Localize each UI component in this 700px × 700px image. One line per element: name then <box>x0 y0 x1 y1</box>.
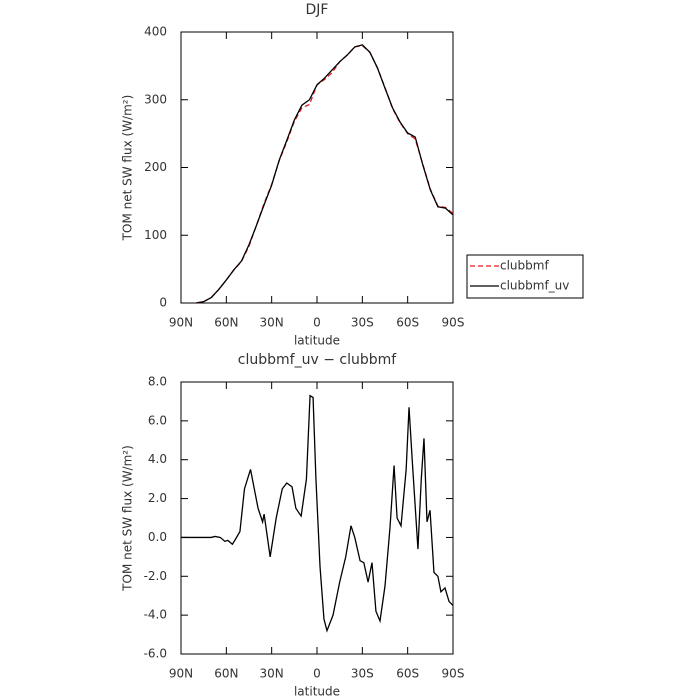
series-line <box>181 394 454 633</box>
legend-box <box>466 254 584 299</box>
series-line <box>195 44 454 304</box>
x-tick-label: 30S <box>351 316 374 330</box>
plot-frame <box>180 31 454 304</box>
legend: clubbmf clubbmf_uv <box>466 254 584 299</box>
y-tick-label: 400 <box>144 25 167 39</box>
x-tick-label: 90N <box>169 316 193 330</box>
y-tick-label: -6.0 <box>144 647 167 661</box>
y-tick-label: 2.0 <box>148 491 167 505</box>
x-tick-label: 60N <box>214 667 238 681</box>
x-tick-label: 90S <box>442 667 465 681</box>
x-tick-label: 60S <box>396 316 419 330</box>
y-tick-label: 200 <box>144 160 167 174</box>
x-tick-label: 90S <box>442 316 465 330</box>
legend-label: clubbmf <box>500 259 549 273</box>
x-tick-label: 0 <box>313 316 321 330</box>
chart-title: clubbmf_uv − clubbmf <box>238 352 397 368</box>
y-tick-label: -4.0 <box>144 608 167 622</box>
x-axis-label: latitude <box>294 334 340 348</box>
plot-frame <box>180 381 454 655</box>
y-tick-label: -2.0 <box>144 569 167 583</box>
y-tick-label: 0 <box>159 296 167 310</box>
y-tick-label: 6.0 <box>148 413 167 427</box>
y-axis-label: TOM net SW flux (W/m²) <box>121 95 135 242</box>
x-tick-label: 30N <box>260 316 284 330</box>
series-line <box>195 44 454 304</box>
x-tick-label: 30N <box>260 667 284 681</box>
y-axis-label: TOM net SW flux (W/m²) <box>121 445 135 592</box>
y-tick-label: 100 <box>144 228 167 242</box>
y-tick-label: 300 <box>144 92 167 106</box>
x-tick-label: 90N <box>169 667 193 681</box>
chart-title: DJF <box>306 2 329 18</box>
y-tick-label: 4.0 <box>148 452 167 466</box>
x-axis-label: latitude <box>294 685 340 699</box>
y-tick-label: 8.0 <box>148 375 167 389</box>
x-tick-label: 60S <box>396 667 419 681</box>
y-tick-label: 0.0 <box>148 530 167 544</box>
x-tick-label: 60N <box>214 316 238 330</box>
legend-label: clubbmf_uv <box>500 279 569 293</box>
x-tick-label: 0 <box>313 667 321 681</box>
x-tick-label: 30S <box>351 667 374 681</box>
